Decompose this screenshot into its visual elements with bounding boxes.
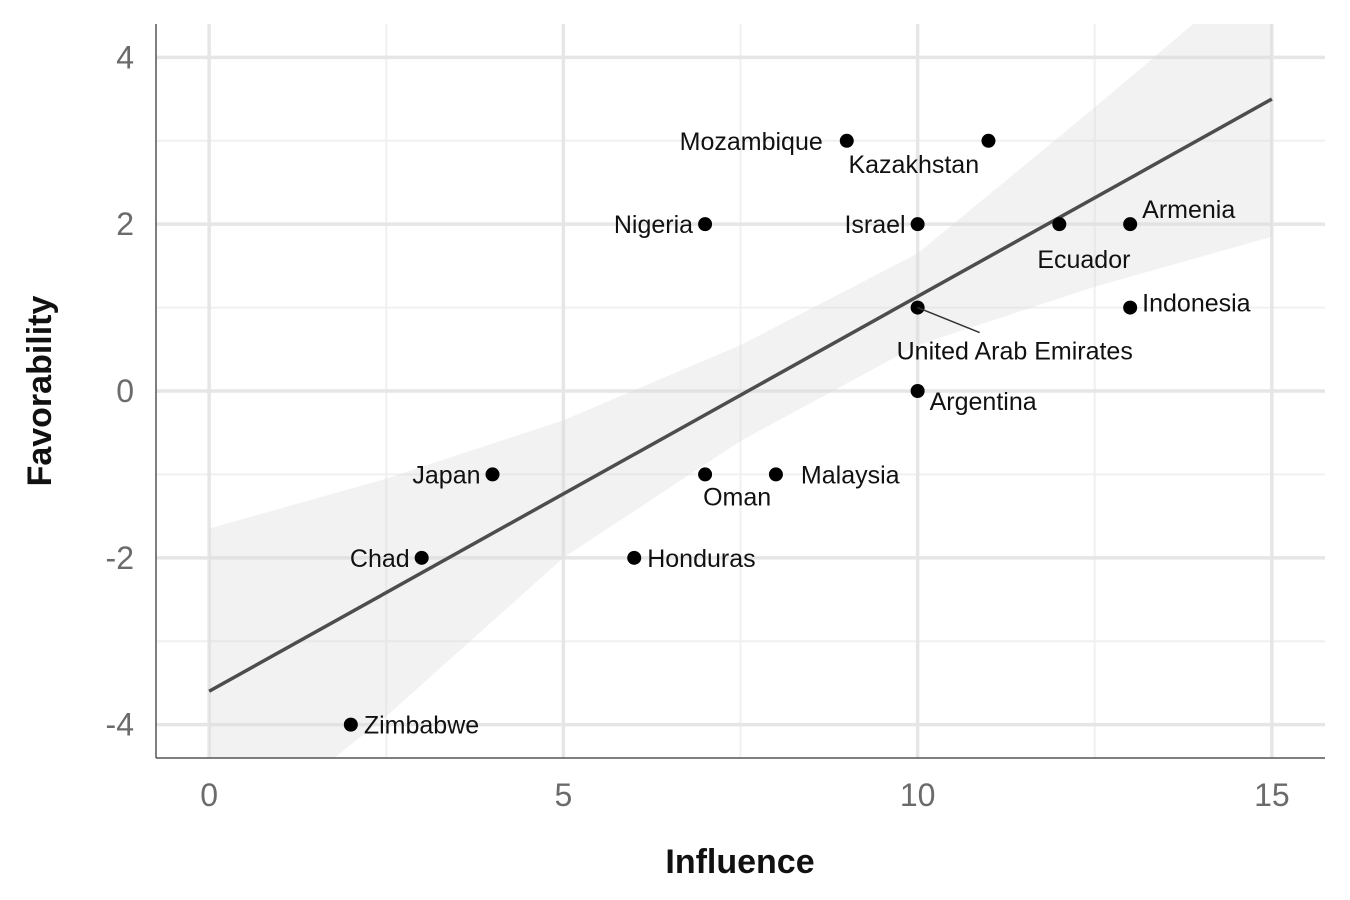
- y-tick-label: -2: [106, 540, 134, 576]
- point-label: Argentina: [930, 388, 1037, 416]
- data-point: [910, 217, 925, 232]
- data-point: [910, 384, 925, 398]
- data-point: [698, 217, 713, 232]
- point-label: Zimbabwe: [364, 712, 479, 740]
- y-tick-label: 2: [116, 206, 134, 242]
- point-label: Malaysia: [801, 461, 900, 489]
- point-label: Ecuador: [1037, 246, 1130, 274]
- point-label: United Arab Emirates: [897, 338, 1133, 366]
- point-labels: Mozambique Kazakhstan Nigeria Israel Ecuador…: [350, 128, 1251, 740]
- point-label: Kazakhstan: [848, 151, 979, 179]
- point-label: Oman: [703, 483, 771, 511]
- data-point: [1123, 217, 1138, 232]
- confidence-band: [209, 24, 1272, 758]
- data-point: [343, 717, 358, 732]
- data-point: [627, 550, 642, 565]
- point-label: Chad: [350, 545, 410, 573]
- x-tick-label: 0: [200, 777, 218, 813]
- data-point: [485, 467, 500, 482]
- x-tick-label: 5: [554, 777, 572, 813]
- y-tick-label: 0: [116, 373, 134, 409]
- point-label: Mozambique: [680, 128, 823, 156]
- data-point: [698, 467, 713, 482]
- data-point: [1052, 217, 1067, 232]
- x-axis-title: Influence: [665, 843, 814, 881]
- data-point: [981, 133, 996, 148]
- y-tick-label: -4: [106, 707, 134, 743]
- point-label: Nigeria: [614, 211, 693, 239]
- point-label: Japan: [412, 461, 480, 489]
- label-leader-line: [917, 306, 980, 334]
- y-tick-label: 4: [116, 39, 134, 75]
- confidence-band-layer: [209, 24, 1272, 758]
- x-tick-label: 10: [900, 777, 936, 813]
- axes: 0 5 10 15 -4 -2 0 2 4: [106, 24, 1325, 813]
- x-tick-label: 15: [1254, 777, 1290, 813]
- point-label: Indonesia: [1142, 290, 1251, 318]
- data-point: [414, 550, 429, 565]
- data-point: [1123, 300, 1138, 315]
- trend-line-layer: [208, 97, 1273, 693]
- point-label: Israel: [844, 211, 905, 239]
- data-point: [839, 133, 854, 148]
- point-label: Armenia: [1142, 196, 1235, 224]
- y-axis-title: Favorability: [21, 295, 59, 486]
- trend-line: [208, 97, 1273, 693]
- data-point: [768, 467, 783, 482]
- point-label: Honduras: [647, 545, 755, 573]
